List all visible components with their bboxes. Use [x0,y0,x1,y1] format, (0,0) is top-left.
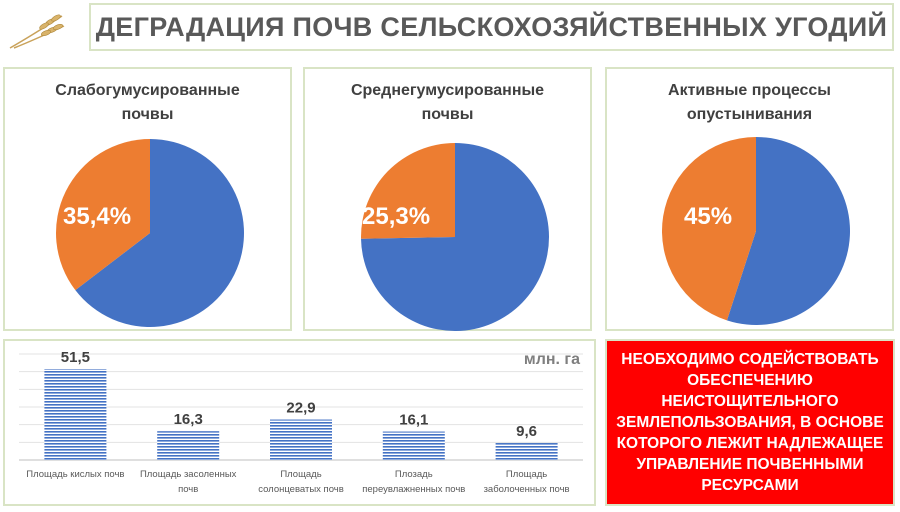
bar-5-value-label: 9,6 [516,423,537,440]
notice-line-3: НЕИСТОЩИТЕЛЬНОГО [661,393,839,410]
pie-2-percent-label: 25,3% [362,203,431,230]
notice-box: НЕОБХОДИМО СОДЕЙСТВОВАТЬ ОБЕСПЕЧЕНИЮ НЕИ… [605,339,895,506]
pie-title-1: Слабогумусированные почвы [5,79,290,127]
bar-4 [382,431,445,460]
bar-chart: 51,5 Площадь кислых почв 16,3 Площадь засол… [19,349,583,495]
pie-title-2-line-2: почвы [421,106,474,123]
pie-title-3-line-1: Активные процессы [668,82,831,99]
category-label-2: почв [178,484,198,495]
pie-chart-2 [361,143,549,331]
category-label-3: солонцеватых почв [258,484,344,495]
bar-chart-panel: 51,5 Площадь кислых почв 16,3 Площадь засол… [3,339,596,506]
bar-1 [44,369,107,460]
pie-2-slice-2 [361,143,455,239]
pie-panel-2: Среднегумусированные почвы 25,3% [303,67,592,331]
category-label-1: Площадь кислых почв [26,469,124,480]
category-label-2: Площадь засоленных [140,469,237,480]
bar-5 [495,443,558,460]
pie-title-2: Среднегумусированные почвы [305,79,590,127]
bar-2 [157,431,220,460]
pie-panel-1: Слабогумусированные почвы 35,4% [3,67,292,331]
pie-chart-1 [56,139,245,327]
bar-3-value-label: 22,9 [286,400,315,417]
pie-1-slice-2 [56,139,150,291]
pie-panel-3: Активные процессы опустынивания 45% [605,67,894,331]
notice-text: НЕОБХОДИМО СОДЕЙСТВОВАТЬ ОБЕСПЕЧЕНИЮ НЕИ… [616,349,883,496]
notice-line-1: НЕОБХОДИМО СОДЕЙСТВОВАТЬ [621,351,879,368]
title-banner: ДЕГРАДАЦИЯ ПОЧВ СЕЛЬСКОХОЗЯЙСТВЕННЫХ УГО… [89,3,894,51]
notice-line-5: КОТОРОГО ЛЕЖИТ НАДЛЕЖАЩЕЕ [616,435,884,452]
pie-2-slice-1 [361,143,549,331]
pie-chart-3 [662,137,850,325]
pie-title-3: Активные процессы опустынивания [607,79,892,127]
bar-3 [270,419,332,460]
category-label-4: Плозадь [395,469,433,480]
category-label-3: Площадь [280,469,321,480]
bar-1-value-label: 51,5 [61,349,90,366]
pie-3-percent-label: 45% [684,203,733,230]
unit-label: млн. га [523,351,580,368]
pie-title-1-line-1: Слабогумусированные [55,82,240,99]
bar-4-value-label: 16,1 [399,412,428,429]
category-label-4: переувлажненных почв [362,484,465,495]
wheat-ears-icon [9,14,65,49]
bar-2-value-label: 16,3 [174,411,203,428]
notice-line-2: ОБЕСПЕЧЕНИЮ [687,372,813,389]
pie-3-slice-2 [662,137,756,321]
notice-line-7: РЕСУРСАМИ [701,477,799,494]
page-title: ДЕГРАДАЦИЯ ПОЧВ СЕЛЬСКОХОЗЯЙСТВЕННЫХ УГО… [95,11,888,42]
category-label-5: Площадь [506,469,547,480]
notice-line-6: УПРАВЛЕНИЕ ПОЧВЕННЫМИ [636,456,864,473]
category-label-5: заболоченных почв [484,484,570,495]
pie-1-slice-1 [75,139,245,327]
notice-line-4: ЗЕМЛЕПОЛЬЗОВАНИЯ, В ОСНОВЕ [616,414,884,431]
pie-title-2-line-1: Среднегумусированные [350,82,545,99]
pie-3-slice-1 [726,137,850,325]
pie-title-3-line-2: опустынивания [686,106,813,123]
pie-1-percent-label: 35,4% [63,203,132,230]
pie-title-1-line-2: почвы [121,106,174,123]
